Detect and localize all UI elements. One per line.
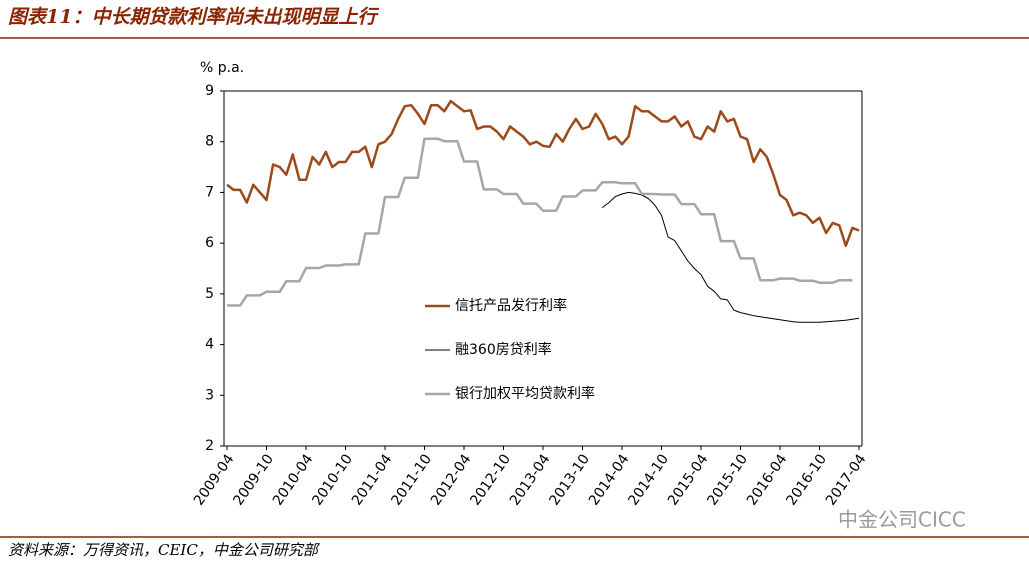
y-tick-label: 7 <box>205 184 214 200</box>
source: 资料来源：万得资讯，CEIC，中金公司研究部 <box>8 541 321 559</box>
series-line <box>226 99 860 247</box>
y-tick-label: 2 <box>205 438 214 454</box>
x-tick-label: 2017-04 <box>823 451 870 508</box>
watermark: 中金公司CICC <box>838 508 966 532</box>
y-axis-label: % p.a. <box>200 60 244 76</box>
legend-label: 银行加权平均贷款利率 <box>455 385 595 402</box>
legend-label: 融360房贷利率 <box>455 341 552 358</box>
y-tick-label: 3 <box>205 387 214 403</box>
y-tick-label: 6 <box>205 235 214 251</box>
series-line <box>227 137 853 307</box>
legend-label: 信托产品发行利率 <box>455 297 567 314</box>
y-tick-label: 5 <box>205 286 214 302</box>
series-line <box>601 191 860 323</box>
y-tick-label: 8 <box>205 134 214 150</box>
chart-title: 图表11：中长期贷款利率尚未出现明显上行 <box>8 6 379 28</box>
y-tick-label: 4 <box>205 337 214 353</box>
y-tick-label: 9 <box>205 83 214 99</box>
